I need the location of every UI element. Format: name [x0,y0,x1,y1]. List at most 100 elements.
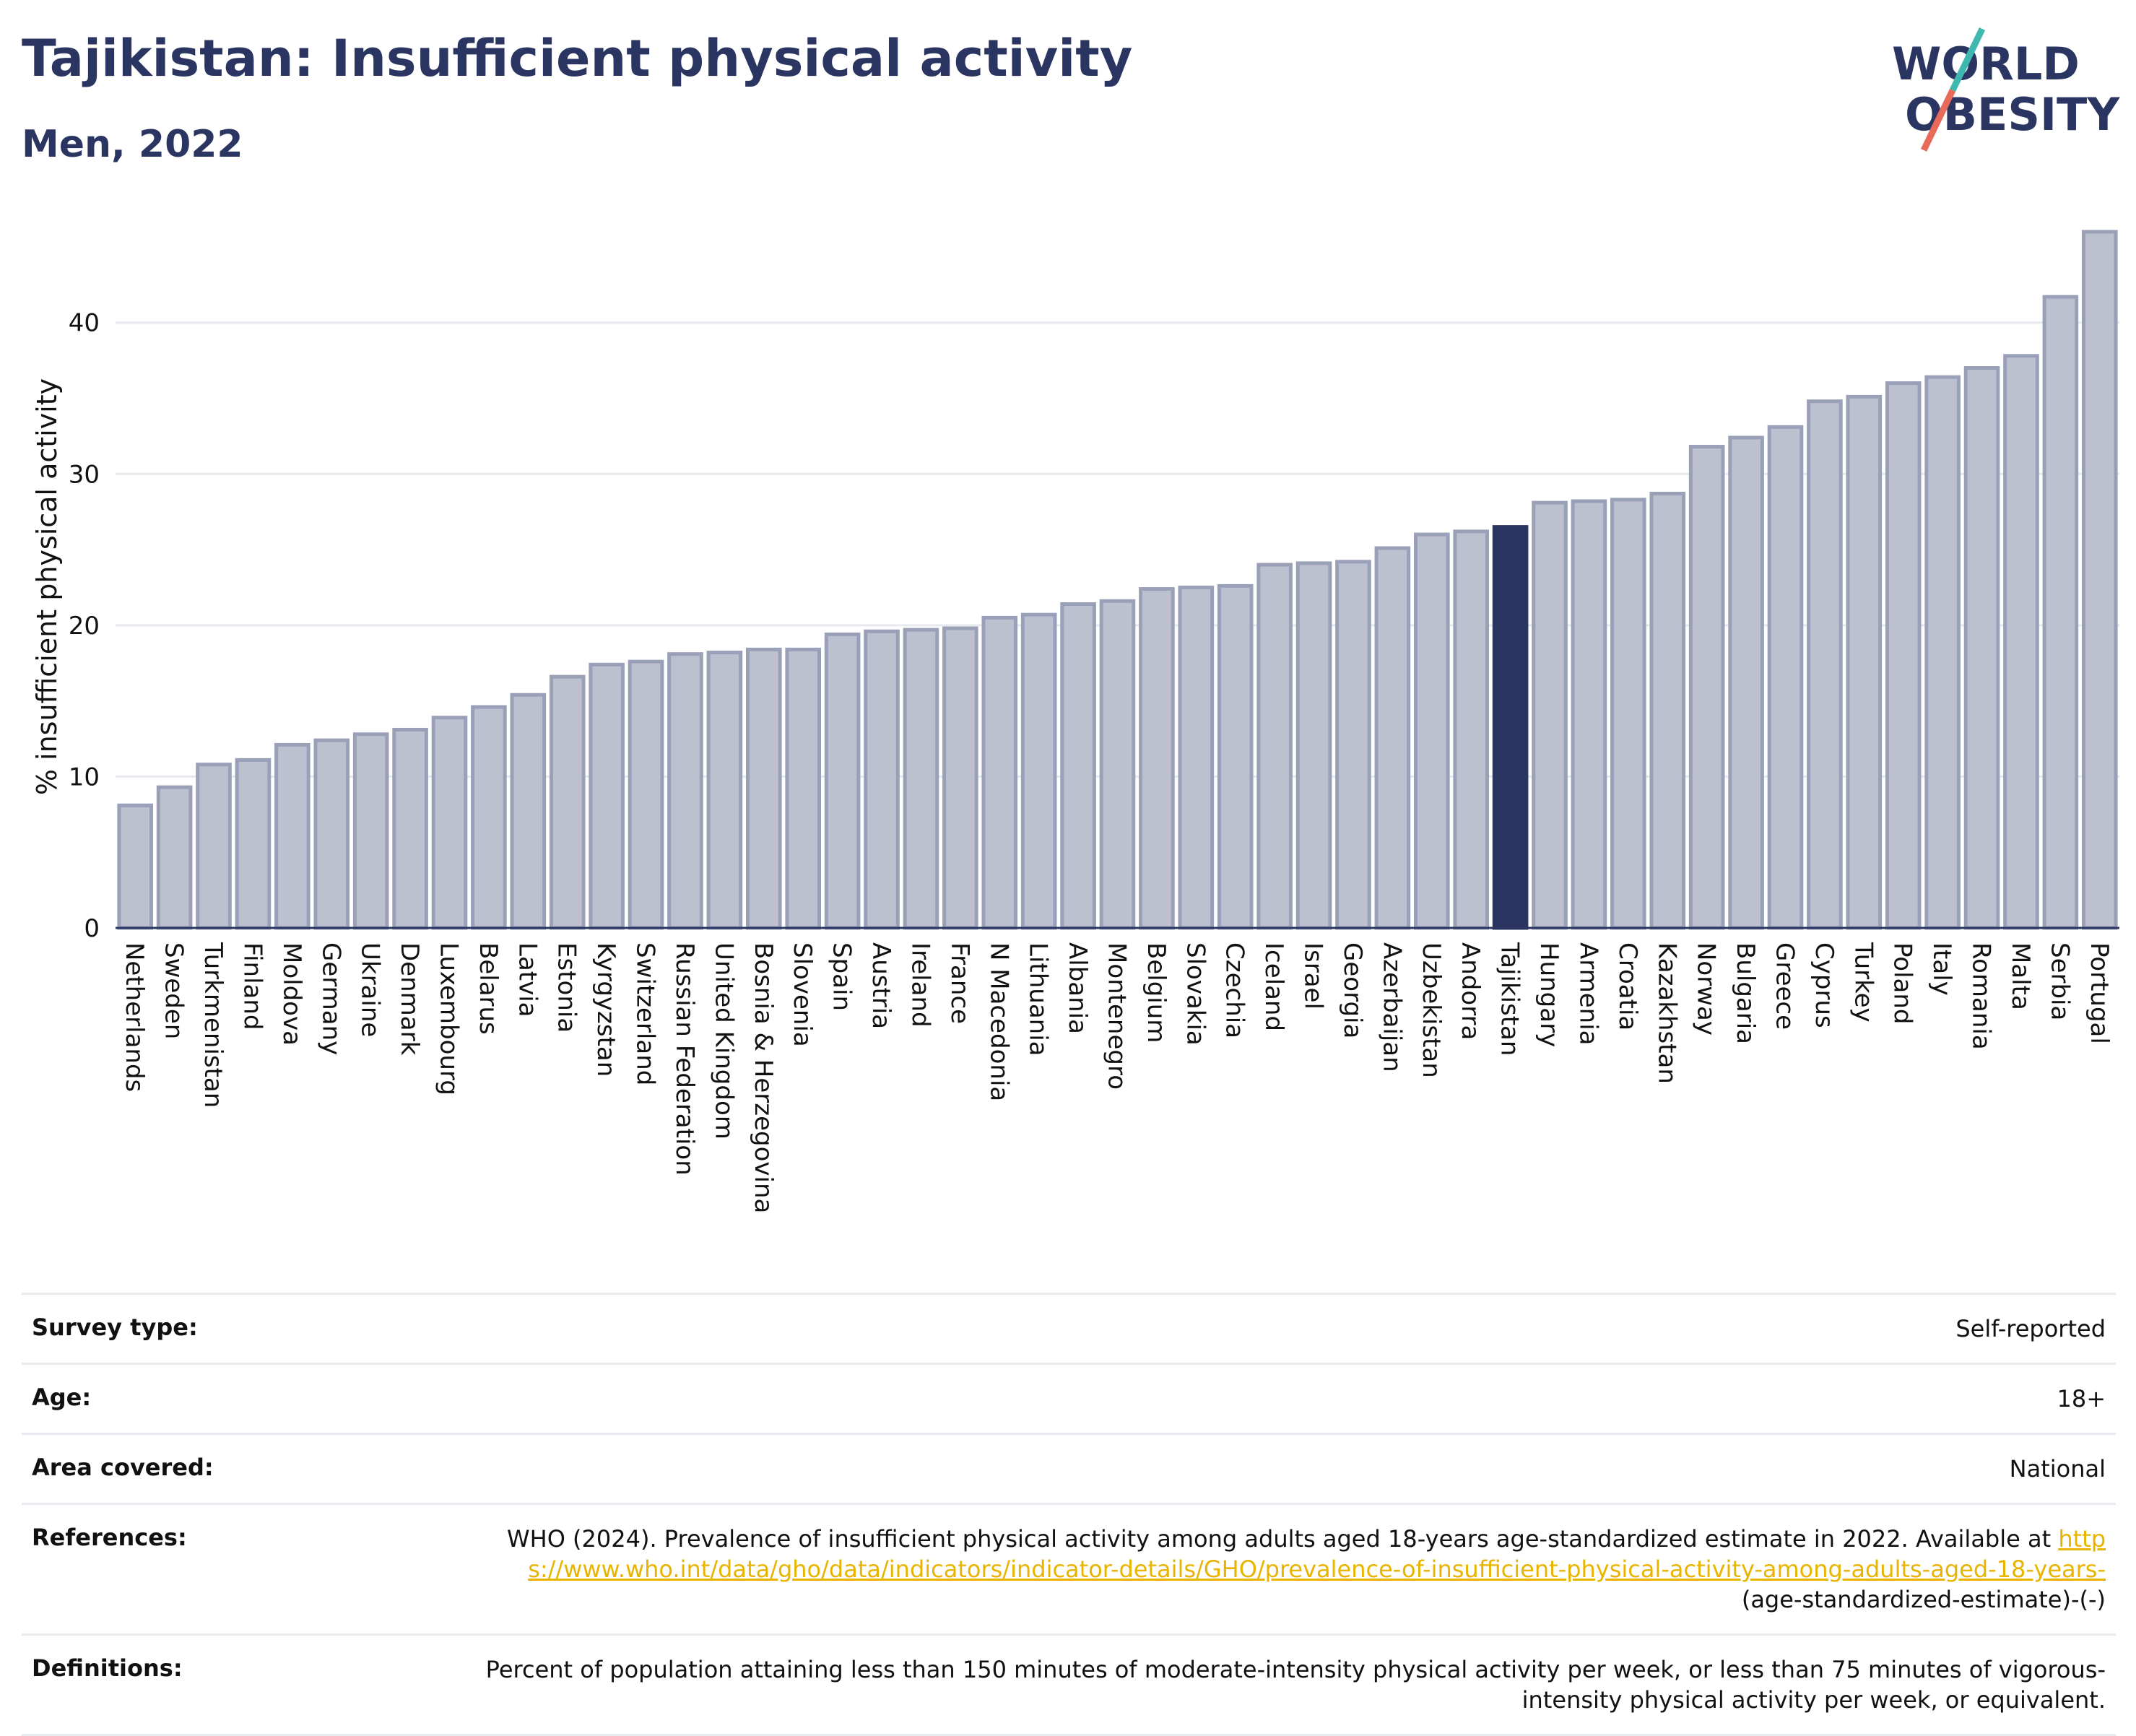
bar[interactable] [1610,498,1646,930]
bars [117,230,2118,930]
area-covered-label: Area covered: [32,1454,214,1481]
bar[interactable] [864,629,900,930]
bar[interactable] [1924,375,1961,930]
x-category-label: Kyrgyzstan [591,942,620,1077]
references-label: References: [32,1524,187,1551]
bar[interactable] [313,738,350,930]
logo-slash-coral [1920,89,1956,152]
x-category-label: Bosnia & Herzegovina [749,942,778,1213]
bar[interactable] [589,662,625,930]
bar[interactable] [1178,585,1215,930]
bar[interactable] [1099,599,1136,930]
x-category-label: Uzbekistan [1417,942,1446,1078]
bar[interactable] [1335,560,1371,930]
bar[interactable] [1413,532,1450,930]
y-tick-label: 0 [84,914,100,943]
references-text: WHO (2024). Prevalence of insufficient p… [506,1525,2052,1553]
bar[interactable] [2003,354,2039,930]
metadata-table: Survey type: Self-reported Age: 18+ Area… [22,1293,2116,1736]
world-obesity-logo[interactable]: WORLD OBESITY [1877,22,2123,152]
x-category-label: Belgium [1142,942,1171,1043]
bar[interactable] [1846,394,1883,930]
bar[interactable] [117,803,154,930]
bar[interactable] [1217,583,1254,930]
bar[interactable] [471,705,507,930]
bar[interactable] [1453,529,1490,930]
page-title: Tajikistan: Insufficient physical activi… [22,29,1133,88]
meta-row-area: Area covered: National [22,1433,2116,1503]
x-category-label: Netherlands [120,942,149,1092]
bar[interactable] [745,647,782,930]
meta-row-age: Age: 18+ [22,1363,2116,1433]
bar[interactable] [706,651,743,930]
bar[interactable] [1374,546,1411,930]
bar[interactable] [2081,230,2118,930]
x-category-label: Czechia [1220,942,1249,1038]
page-subtitle: Men, 2022 [22,123,243,166]
bar[interactable] [1688,445,1725,930]
logo-line1: WORLD [1892,38,2080,90]
bar[interactable] [667,652,703,930]
bar-highlight[interactable] [1492,525,1529,930]
x-category-label: Armenia [1573,942,1602,1046]
x-category-label: Greece [1771,942,1799,1030]
bar[interactable] [510,693,547,930]
bar[interactable] [549,674,586,930]
bar[interactable] [942,626,978,930]
bar[interactable] [1767,425,1804,930]
x-category-label: Turkey [1849,942,1877,1023]
bar[interactable] [1728,435,1764,930]
bar[interactable] [981,615,1018,930]
y-tick-label: 20 [69,612,100,641]
bar[interactable] [628,659,664,930]
bar[interactable] [1020,612,1057,930]
x-category-label: Malta [2006,942,2035,1010]
x-category-label: Sweden [160,942,188,1039]
x-category-label: Italy [1927,942,1956,996]
bar[interactable] [156,785,193,930]
bar[interactable] [1963,366,2000,930]
bar[interactable] [274,742,311,930]
x-category-label: Estonia [552,942,581,1033]
bar[interactable] [1649,492,1686,930]
bar[interactable] [352,732,389,930]
age-label: Age: [32,1384,92,1411]
bar[interactable] [196,763,232,930]
references-value: WHO (2024). Prevalence of insufficient p… [481,1524,2106,1615]
x-category-label: Bulgaria [1731,942,1760,1044]
x-category-label: Spain [828,942,856,1011]
meta-row-references: References: WHO (2024). Prevalence of in… [22,1503,2116,1633]
y-tick-label: 30 [69,460,100,489]
bar[interactable] [785,647,822,930]
bar[interactable] [1532,500,1568,930]
y-axis-ticks: 0 10 20 30 40 [69,309,100,943]
y-tick-label: 40 [69,309,100,338]
bar[interactable] [1295,561,1332,930]
x-category-label: Cyprus [1810,942,1838,1028]
bar[interactable] [431,716,468,930]
x-category-label: Moldova [277,942,306,1046]
x-category-label: N Macedonia [984,942,1013,1101]
logo-graphic: WORLD OBESITY [1892,27,2120,152]
bar[interactable] [2042,295,2079,930]
x-category-label: Israel [1299,942,1328,1010]
bar[interactable] [1885,381,1922,930]
x-category-label: Finland [238,942,266,1030]
bar[interactable] [824,632,861,930]
bar[interactable] [903,628,939,930]
bar[interactable] [1060,602,1096,930]
bar[interactable] [1256,563,1293,930]
references-link[interactable]: https://www.who.int/data/gho/data/indica… [528,1525,2106,1583]
x-category-label: Slovenia [788,942,817,1047]
x-category-label: Poland [1888,942,1917,1025]
bar[interactable] [1571,499,1607,930]
bar[interactable] [1807,399,1843,930]
x-category-label: Denmark [395,942,424,1056]
bar[interactable] [235,758,272,930]
x-category-label: Norway [1692,942,1721,1036]
bar[interactable] [392,727,428,930]
x-category-label: Albania [1063,942,1092,1034]
bar[interactable] [1139,587,1175,930]
x-category-label: Latvia [513,942,542,1017]
x-category-label: Hungary [1534,942,1563,1047]
